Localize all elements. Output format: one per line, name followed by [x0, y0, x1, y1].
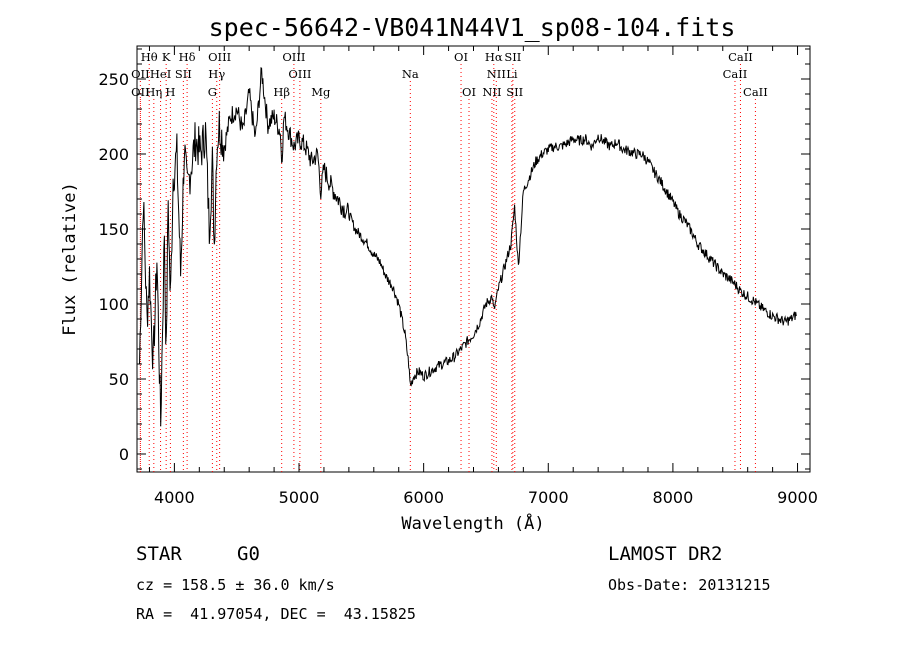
spectral-line-label: NII: [487, 67, 506, 81]
x-axis-label: Wavelength (Å): [401, 512, 544, 534]
spectral-line-label: CaII: [743, 85, 768, 99]
y-tick-label: 0: [119, 445, 129, 464]
spectral-line-label: Hβ: [273, 85, 290, 99]
spectral-line-label: OIII: [282, 50, 305, 64]
spectral-line-label: Li: [506, 67, 518, 81]
spectral-line-label: Na: [402, 67, 419, 81]
chart-title: spec-56642-VB041N44V1_sp08-104.fits: [209, 13, 736, 42]
x-tick-label: 9000: [777, 488, 818, 507]
y-tick-label: 100: [98, 295, 129, 314]
obs-date: Obs-Date: 20131215: [608, 576, 771, 594]
spectral-line-label: HeI: [150, 67, 171, 81]
redshift-line: cz = 158.5 ± 36.0 km/s: [136, 576, 335, 594]
spectral-line-label: OI: [454, 50, 468, 64]
spectral-line-label: CaII: [728, 50, 753, 64]
spectral-line-label: OIII: [208, 50, 231, 64]
x-tick-label: 4000: [154, 488, 195, 507]
spectral-line-label: OIII: [288, 67, 311, 81]
spectrum-series: [139, 67, 797, 427]
y-axis-label: Flux (relative): [60, 182, 80, 336]
subclass: G0: [237, 543, 260, 565]
spectral-line-label: G: [208, 85, 217, 99]
spectral-line-markers: [139, 64, 756, 472]
y-tick-label: 50: [109, 370, 129, 389]
spectral-line-label: Hθ: [141, 50, 158, 64]
spectral-line-label: CaII: [723, 67, 748, 81]
x-axis: 4000 5000 6000 7000 8000 9000: [148, 46, 818, 507]
x-tick-label: 8000: [653, 488, 694, 507]
x-tick-label: 6000: [403, 488, 444, 507]
coordinates: RA = 41.97054, DEC = 43.15825: [136, 605, 416, 623]
spectral-line-label: NII: [482, 85, 501, 99]
x-tick-label: 7000: [528, 488, 569, 507]
spectral-line-label: Hγ: [208, 67, 225, 81]
spectral-line-label: Hδ: [179, 50, 196, 64]
spectral-line-label: OII: [131, 67, 150, 81]
y-tick-label: 150: [98, 220, 129, 239]
y-axis: 0 50 100 150 200 250: [98, 48, 810, 470]
y-tick-label: 250: [98, 70, 129, 89]
spectral-line-label: SII: [504, 50, 521, 64]
spectral-line-label: K: [162, 50, 171, 64]
spectral-line-label: Hα: [485, 50, 503, 64]
x-tick-label: 5000: [279, 488, 320, 507]
spectral-line-label: SII: [175, 67, 192, 81]
spectral-line-label: Hη: [145, 85, 162, 99]
spectral-line-label: OII: [131, 85, 150, 99]
spectrum-line: [139, 67, 797, 427]
y-tick-label: 200: [98, 145, 129, 164]
spectral-line-label: SII: [506, 85, 523, 99]
survey-name: LAMOST DR2: [608, 543, 723, 565]
object-class: STAR: [136, 543, 182, 565]
spectral-line-label: Mg: [311, 85, 331, 99]
spectral-line-label: OI: [462, 85, 476, 99]
spectral-line-label: H: [165, 85, 175, 99]
